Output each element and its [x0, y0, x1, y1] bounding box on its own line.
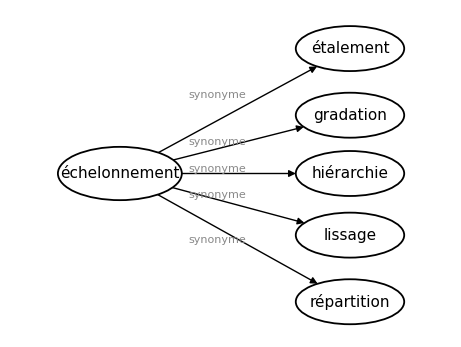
FancyArrowPatch shape: [172, 188, 303, 224]
FancyArrowPatch shape: [158, 195, 316, 283]
Text: synonyme: synonyme: [189, 137, 246, 147]
FancyArrowPatch shape: [173, 126, 302, 160]
Text: synonyme: synonyme: [189, 90, 246, 100]
FancyArrowPatch shape: [158, 67, 316, 153]
Text: répartition: répartition: [310, 294, 390, 310]
Text: étalement: étalement: [311, 41, 389, 56]
Text: synonyme: synonyme: [189, 190, 246, 200]
Ellipse shape: [296, 279, 404, 324]
Text: gradation: gradation: [313, 108, 387, 123]
Text: synonyme: synonyme: [189, 235, 246, 245]
Text: lissage: lissage: [324, 228, 377, 243]
Ellipse shape: [296, 93, 404, 138]
Ellipse shape: [296, 213, 404, 257]
Ellipse shape: [296, 26, 404, 71]
Text: hiérarchie: hiérarchie: [312, 166, 389, 181]
Text: synonyme: synonyme: [189, 163, 246, 174]
FancyArrowPatch shape: [182, 171, 294, 176]
Ellipse shape: [58, 147, 182, 200]
Text: échelonnement: échelonnement: [60, 166, 180, 181]
Ellipse shape: [296, 151, 404, 196]
